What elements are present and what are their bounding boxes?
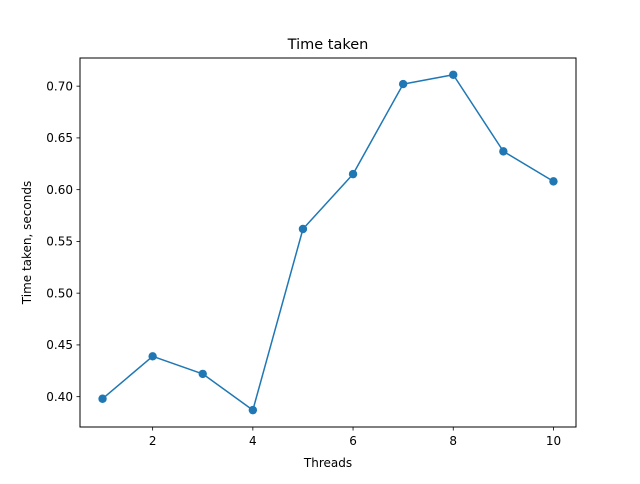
plot-area-frame — [79, 57, 577, 428]
x-axis: 2 4 6 8 10 — [149, 427, 561, 448]
y-tick-label: 0.55 — [46, 235, 73, 249]
data-point — [198, 369, 207, 379]
x-tick-label: 6 — [349, 434, 357, 448]
data-point — [499, 147, 508, 156]
y-tick-label: 0.60 — [46, 183, 73, 197]
data-point — [298, 224, 308, 234]
x-axis-label: Threads — [303, 456, 352, 470]
chart-title: Time taken — [287, 37, 369, 53]
y-tick-label: 0.65 — [46, 131, 73, 145]
y-tick-label: 0.50 — [46, 286, 73, 300]
series-line — [102, 74, 554, 411]
x-tick-label: 10 — [546, 434, 561, 448]
data-point — [148, 352, 157, 361]
y-tick-label: 0.40 — [46, 390, 73, 404]
data-point — [348, 169, 358, 179]
x-tick-label: 2 — [149, 434, 157, 448]
data-point — [449, 70, 458, 79]
data-point — [398, 79, 408, 89]
series-layer — [98, 70, 558, 415]
data-point — [98, 394, 107, 403]
y-tick-label: 0.70 — [46, 79, 73, 93]
y-axis-label: Time taken, seconds — [20, 181, 34, 305]
x-tick-label: 4 — [249, 434, 257, 448]
data-point — [248, 405, 258, 415]
x-tick-label: 8 — [449, 434, 457, 448]
y-tick-label: 0.45 — [46, 338, 73, 352]
data-point — [549, 177, 558, 186]
y-axis: 0.40 0.45 0.50 0.55 0.60 0.65 0.70 — [46, 79, 80, 404]
